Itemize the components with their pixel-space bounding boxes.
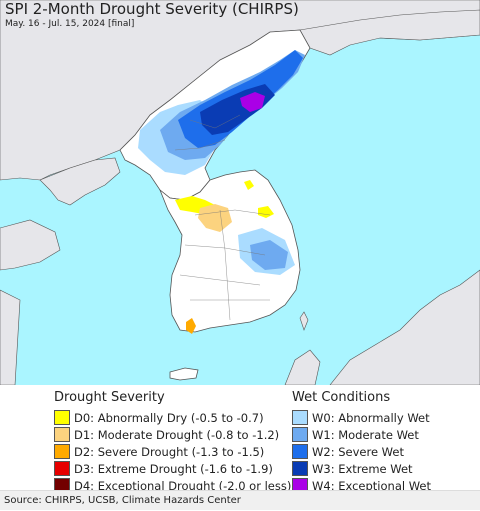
wet-w4-nk bbox=[240, 92, 265, 112]
legend-item-d0: D0: Abnormally Dry (-0.5 to -0.7) bbox=[54, 409, 291, 426]
swatch-d1 bbox=[54, 427, 70, 442]
legend-label-w1: W1: Moderate Wet bbox=[312, 427, 419, 442]
province-borders bbox=[174, 114, 271, 321]
legend-label-d2: D2: Severe Drought (-1.3 to -1.5) bbox=[74, 444, 265, 459]
tsushima bbox=[299, 311, 309, 331]
shandong-coast bbox=[0, 219, 61, 271]
liaodong-peninsula bbox=[39, 157, 121, 206]
drought-map bbox=[0, 0, 480, 385]
legend-label-w2: W2: Severe Wet bbox=[312, 444, 404, 459]
swatch-w1 bbox=[292, 427, 308, 442]
swatch-w0 bbox=[292, 410, 308, 425]
legend-label-d4: D4: Exceptional Drought (-2.0 or less) bbox=[74, 478, 292, 493]
legend-panel: Drought Severity D0: Abnormally Dry (-0.… bbox=[0, 385, 480, 493]
legend-label-d1: D1: Moderate Drought (-0.8 to -1.2) bbox=[74, 427, 280, 442]
legend-item-w1: W1: Moderate Wet bbox=[292, 426, 431, 443]
legend-label-w3: W3: Extreme Wet bbox=[312, 461, 413, 476]
legend-item-d2: D2: Severe Drought (-1.3 to -1.5) bbox=[54, 443, 291, 460]
legend-item-d4: D4: Exceptional Drought (-2.0 or less) bbox=[54, 477, 291, 494]
legend-label-d0: D0: Abnormally Dry (-0.5 to -0.7) bbox=[74, 410, 264, 425]
page-title: SPI 2-Month Drought Severity (CHIRPS) bbox=[5, 0, 299, 18]
swatch-d0 bbox=[54, 410, 70, 425]
swatch-w2 bbox=[292, 444, 308, 459]
map-canvas bbox=[0, 0, 480, 385]
legend-item-w2: W2: Severe Wet bbox=[292, 443, 431, 460]
dry-d1-central bbox=[198, 204, 232, 232]
wet-legend: Wet Conditions W0: Abnormally Wet W1: Mo… bbox=[292, 389, 431, 494]
dry-d0-ne bbox=[244, 180, 254, 190]
wet-legend-title: Wet Conditions bbox=[292, 390, 391, 405]
drought-legend: Drought Severity D0: Abnormally Dry (-0.… bbox=[54, 389, 291, 494]
swatch-d2 bbox=[54, 444, 70, 459]
legend-item-w3: W3: Extreme Wet bbox=[292, 460, 431, 477]
legend-item-d1: D1: Moderate Drought (-0.8 to -1.2) bbox=[54, 426, 291, 443]
jeju-island bbox=[169, 367, 199, 381]
wet-w1-sk bbox=[250, 240, 288, 270]
drought-legend-title: Drought Severity bbox=[54, 390, 165, 405]
legend-item-d3: D3: Extreme Drought (-1.6 to -1.9) bbox=[54, 460, 291, 477]
legend-item-w0: W0: Abnormally Wet bbox=[292, 409, 431, 426]
legend-label-d3: D3: Extreme Drought (-1.6 to -1.9) bbox=[74, 461, 273, 476]
legend-label-w0: W0: Abnormally Wet bbox=[312, 410, 430, 425]
swatch-d3 bbox=[54, 461, 70, 476]
swatch-w3 bbox=[292, 461, 308, 476]
jiangsu-coast bbox=[0, 289, 21, 385]
source-credit: Source: CHIRPS, UCSB, Climate Hazards Ce… bbox=[0, 490, 480, 510]
japan-kyushu bbox=[284, 349, 321, 385]
legend-label-w4: W4: Exceptional Wet bbox=[312, 478, 431, 493]
japan-honshu bbox=[329, 269, 480, 385]
page-subtitle: May. 16 - Jul. 15, 2024 [final] bbox=[5, 19, 135, 29]
dry-d2-south bbox=[186, 318, 196, 334]
russia-east bbox=[299, 9, 480, 56]
